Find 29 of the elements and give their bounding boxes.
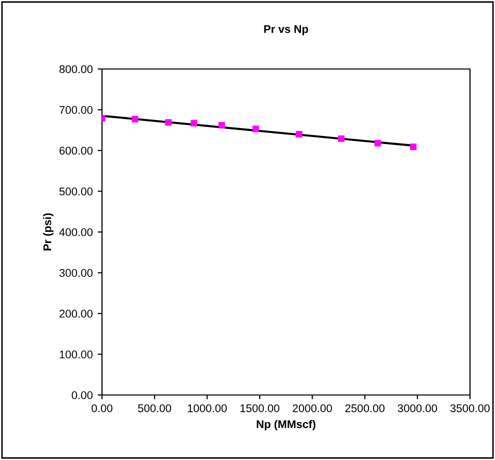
y-tick-label: 100.00 [60, 350, 93, 358]
x-tick-label: 500.00 [138, 404, 172, 412]
y-tick-label: 700.00 [60, 106, 93, 114]
x-axis-title: Np (MMscf) [256, 420, 316, 430]
x-tick-label: 1000.00 [188, 404, 227, 412]
x-tick-label: 3500.00 [450, 404, 490, 412]
x-tick-label: 2500.00 [345, 404, 385, 412]
y-tick-label: 600.00 [60, 146, 93, 155]
chart-title: Pr vs Np [264, 25, 308, 36]
y-tick-label: 300.00 [59, 269, 93, 277]
point [132, 116, 138, 122]
x-tick-label: 3000.00 [398, 404, 438, 412]
point [410, 144, 417, 150]
y-axis-title: Pr (psi) [43, 213, 54, 250]
point [374, 140, 381, 146]
point [296, 130, 302, 138]
point [252, 126, 259, 132]
point [338, 135, 345, 142]
y-tick-label: 0.00 [72, 391, 93, 400]
point [165, 119, 172, 126]
point [218, 122, 226, 128]
y-tick-label: 800.00 [59, 65, 93, 74]
x-tick-label: 2000.00 [292, 404, 332, 412]
x-tick-label: 0.00 [92, 404, 112, 412]
y-tick-label: 200.00 [60, 310, 93, 318]
x-tick-label: 1500.00 [240, 404, 280, 412]
y-tick-label: 500.00 [59, 188, 93, 196]
y-tick-label: 400.00 [59, 228, 93, 236]
point [190, 120, 198, 126]
